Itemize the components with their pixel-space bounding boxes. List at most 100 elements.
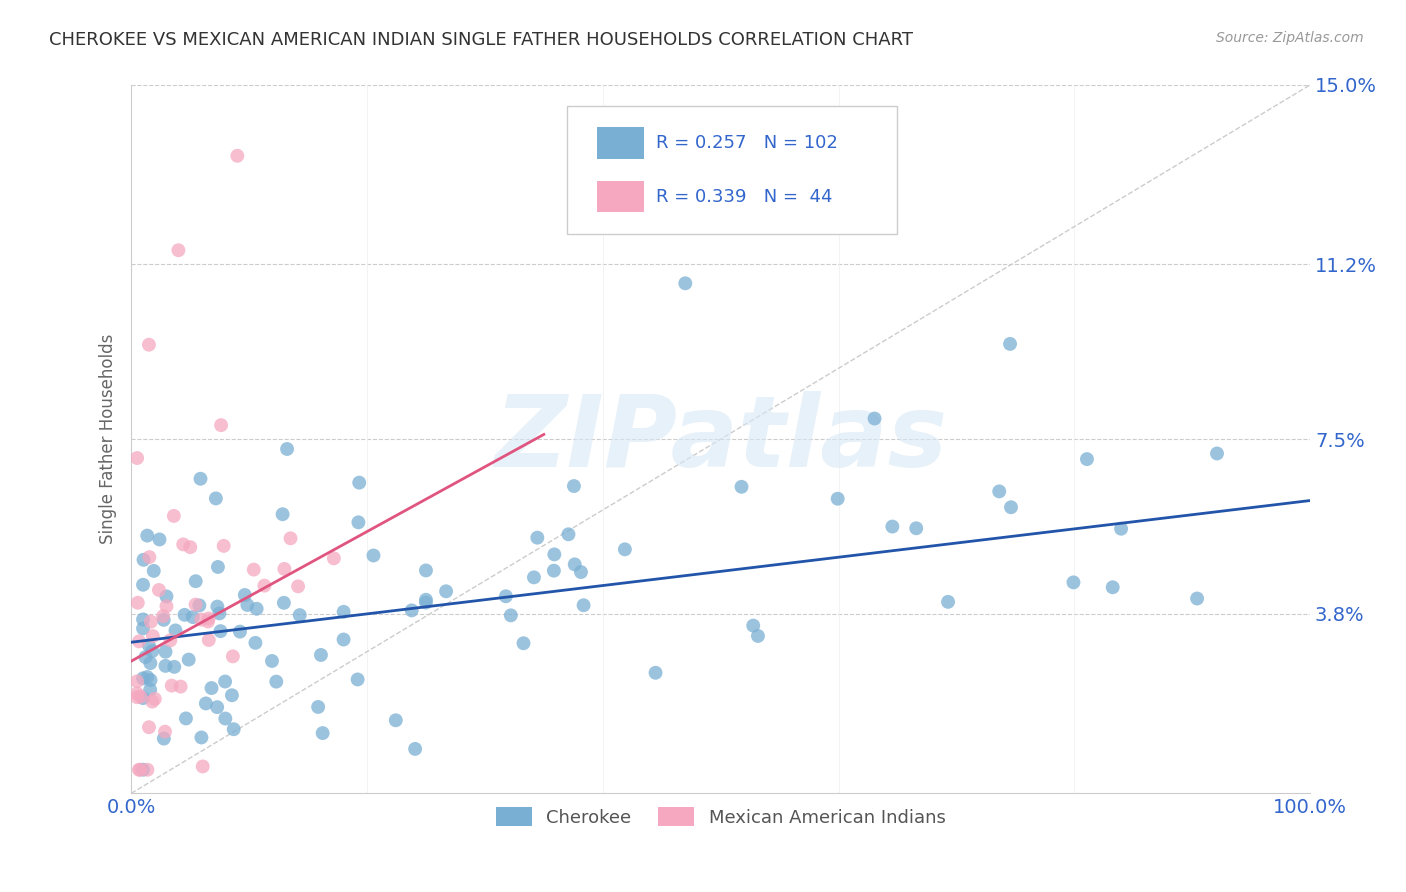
Point bbox=[988, 484, 1011, 499]
Point bbox=[127, 690, 149, 705]
Point bbox=[153, 724, 176, 739]
Point bbox=[564, 558, 586, 572]
Point bbox=[346, 673, 368, 687]
Point bbox=[322, 551, 344, 566]
Point bbox=[347, 475, 370, 490]
Point bbox=[155, 590, 177, 604]
Point bbox=[127, 596, 149, 610]
Point bbox=[205, 491, 228, 506]
Point bbox=[499, 608, 522, 623]
Point bbox=[197, 632, 219, 647]
Point bbox=[1062, 575, 1084, 590]
Point bbox=[229, 624, 252, 639]
Point bbox=[141, 695, 163, 709]
Point bbox=[141, 644, 163, 658]
Point bbox=[138, 337, 160, 351]
Point bbox=[526, 531, 548, 545]
Point bbox=[207, 599, 229, 614]
Bar bbox=[598, 128, 644, 160]
Point bbox=[129, 763, 152, 777]
Point bbox=[273, 596, 295, 610]
Point bbox=[148, 582, 170, 597]
Point bbox=[572, 599, 595, 613]
Point bbox=[936, 595, 959, 609]
Point bbox=[214, 712, 236, 726]
Point bbox=[132, 553, 155, 567]
Point bbox=[184, 574, 207, 589]
Point bbox=[169, 680, 191, 694]
Point bbox=[434, 584, 457, 599]
Text: ZIPatlas: ZIPatlas bbox=[494, 391, 948, 488]
Point bbox=[148, 533, 170, 547]
Point bbox=[260, 654, 283, 668]
Point bbox=[208, 607, 231, 621]
Point bbox=[214, 674, 236, 689]
Point bbox=[129, 690, 152, 704]
Point bbox=[132, 622, 155, 636]
Point bbox=[188, 599, 211, 613]
Point bbox=[155, 659, 177, 673]
Point bbox=[138, 720, 160, 734]
Point bbox=[222, 649, 245, 664]
Point bbox=[163, 508, 186, 523]
Point bbox=[543, 548, 565, 562]
Point bbox=[165, 624, 187, 638]
Point bbox=[197, 615, 219, 629]
Point bbox=[200, 681, 222, 695]
Point bbox=[221, 688, 243, 702]
Point bbox=[190, 613, 212, 627]
Text: CHEROKEE VS MEXICAN AMERICAN INDIAN SINGLE FATHER HOUSEHOLDS CORRELATION CHART: CHEROKEE VS MEXICAN AMERICAN INDIAN SING… bbox=[49, 31, 914, 49]
Point bbox=[495, 589, 517, 603]
Point bbox=[139, 656, 162, 670]
Point bbox=[152, 613, 174, 627]
Point bbox=[136, 670, 159, 684]
Point bbox=[287, 579, 309, 593]
Point bbox=[415, 564, 437, 578]
Point bbox=[155, 599, 177, 614]
Y-axis label: Single Father Households: Single Father Households bbox=[100, 334, 117, 544]
Point bbox=[730, 480, 752, 494]
Point bbox=[205, 700, 228, 714]
Point bbox=[253, 579, 276, 593]
Point bbox=[163, 660, 186, 674]
Point bbox=[194, 697, 217, 711]
Point bbox=[1206, 446, 1229, 460]
Point bbox=[613, 542, 636, 557]
Point bbox=[207, 560, 229, 574]
Point bbox=[415, 595, 437, 609]
Point bbox=[179, 540, 201, 554]
Point bbox=[905, 521, 928, 535]
Text: R = 0.339   N =  44: R = 0.339 N = 44 bbox=[655, 187, 832, 205]
Point bbox=[523, 570, 546, 584]
Point bbox=[347, 516, 370, 530]
Point bbox=[174, 711, 197, 725]
Point bbox=[132, 578, 155, 592]
Bar bbox=[598, 180, 644, 212]
Point bbox=[139, 673, 162, 687]
Point bbox=[222, 723, 245, 737]
Text: Source: ZipAtlas.com: Source: ZipAtlas.com bbox=[1216, 31, 1364, 45]
Point bbox=[673, 277, 696, 291]
Point bbox=[177, 652, 200, 666]
Point bbox=[209, 418, 232, 433]
Point bbox=[128, 763, 150, 777]
Point bbox=[127, 686, 149, 700]
Point bbox=[127, 450, 149, 465]
Point bbox=[742, 618, 765, 632]
Point bbox=[197, 611, 219, 625]
Point bbox=[159, 633, 181, 648]
Point bbox=[1076, 452, 1098, 467]
Point bbox=[142, 564, 165, 578]
Point bbox=[307, 700, 329, 714]
Point bbox=[271, 507, 294, 521]
Point bbox=[153, 731, 176, 746]
Point bbox=[569, 565, 592, 579]
Point bbox=[127, 674, 149, 689]
Point bbox=[173, 607, 195, 622]
Point bbox=[191, 759, 214, 773]
Point bbox=[212, 539, 235, 553]
Point bbox=[226, 149, 249, 163]
Point bbox=[266, 674, 288, 689]
Point bbox=[242, 563, 264, 577]
Point bbox=[138, 639, 160, 653]
